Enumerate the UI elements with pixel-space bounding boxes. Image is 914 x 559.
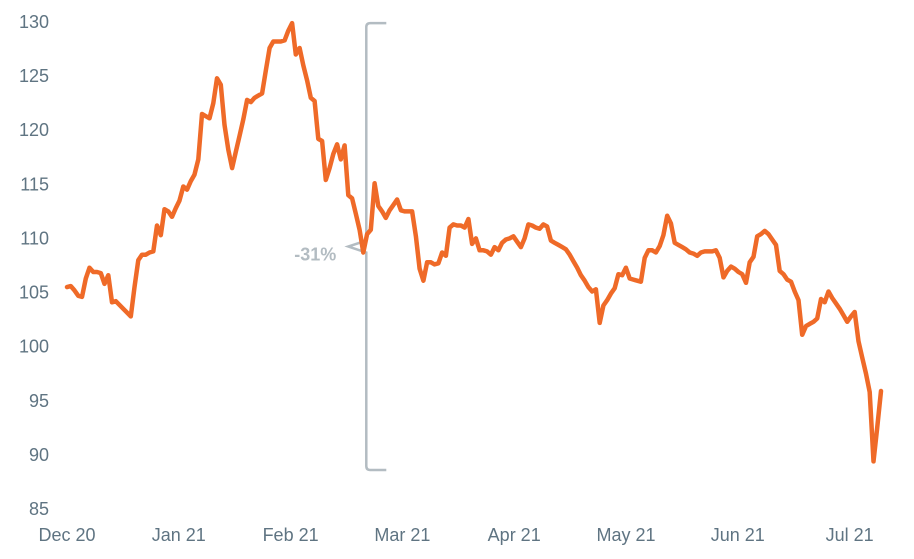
x-tick-label: Feb 21: [263, 525, 319, 545]
y-tick-label: 120: [19, 120, 49, 140]
y-tick-label: 100: [19, 337, 49, 357]
y-tick-label: 110: [20, 228, 49, 248]
bracket-shape: [344, 21, 387, 472]
y-axis: 85 90 95 100 105 110 115 120 125 130: [19, 12, 49, 519]
x-tick-label: Jan 21: [152, 525, 206, 545]
drawdown-label: -31%: [294, 245, 336, 265]
y-tick-label: 115: [20, 174, 49, 194]
x-tick-label: Dec 20: [38, 525, 95, 545]
y-tick-label: 95: [29, 391, 49, 411]
y-tick-label: 85: [29, 499, 49, 519]
x-axis: Dec 20 Jan 21 Feb 21 Mar 21 Apr 21 May 21 Jun …: [38, 525, 873, 545]
y-tick-label: 105: [19, 283, 49, 303]
x-tick-label: Mar 21: [374, 525, 430, 545]
y-tick-label: 130: [19, 12, 49, 32]
x-tick-label: May 21: [596, 525, 655, 545]
price-series-line: [64, 20, 884, 464]
x-tick-label: Jun 21: [711, 525, 765, 545]
y-tick-label: 90: [29, 445, 49, 465]
y-tick-label: 125: [19, 66, 49, 86]
x-tick-label: Apr 21: [488, 525, 541, 545]
x-tick-label: Jul 21: [826, 525, 874, 545]
drawdown-bracket: -31%: [294, 21, 387, 472]
